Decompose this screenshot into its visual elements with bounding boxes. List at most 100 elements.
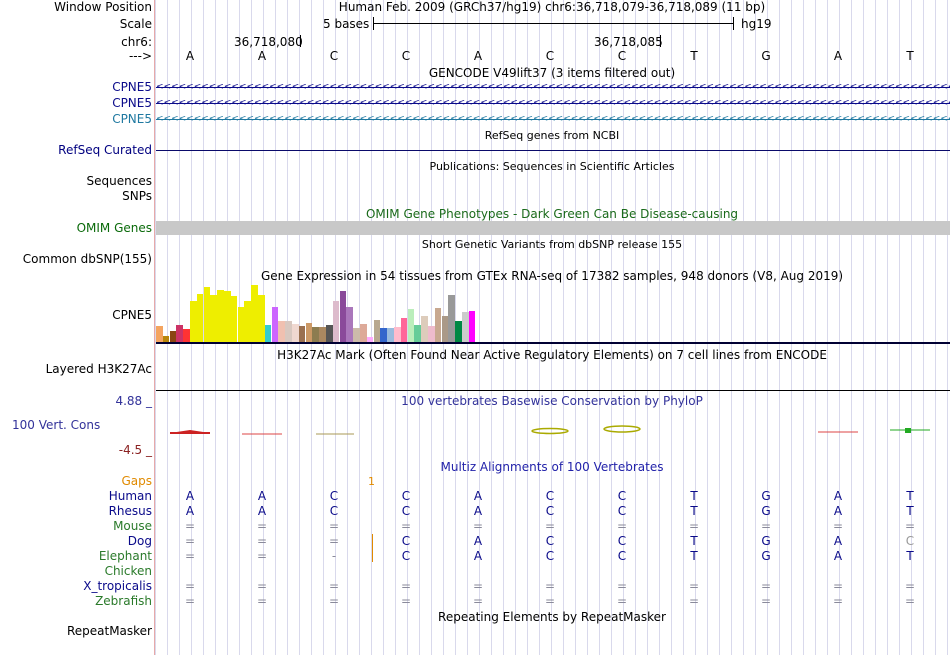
scale-bar <box>373 23 733 24</box>
multiz-species-label[interactable]: Mouse <box>113 519 152 533</box>
multiz-base: = <box>256 534 268 548</box>
multiz-base: = <box>184 519 196 533</box>
gtex-tissue-bar[interactable] <box>332 301 340 342</box>
multiz-base: A <box>185 504 195 518</box>
multiz-species-label[interactable]: X_tropicalis <box>83 579 152 593</box>
multiz-gaps-label[interactable]: Gaps <box>121 474 152 488</box>
gtex-baseline <box>156 342 950 344</box>
gencode-gene-line <box>156 119 950 120</box>
gtex-tissue-bar[interactable] <box>339 291 347 342</box>
gtex-tissue-bar[interactable] <box>462 312 469 342</box>
h3k27ac-track-label[interactable]: Layered H3K27Ac <box>45 362 152 376</box>
gtex-tissue-bar[interactable] <box>190 301 197 342</box>
gtex-tissue-bar[interactable] <box>468 311 476 342</box>
gtex-tissue-bar[interactable] <box>176 325 183 342</box>
gtex-tissue-bar[interactable] <box>407 309 415 342</box>
gtex-tissue-bar[interactable] <box>162 336 170 342</box>
gtex-tissue-bar[interactable] <box>312 327 319 342</box>
gtex-tissue-bar[interactable] <box>271 307 279 342</box>
phylop-track-label[interactable]: 100 Vert. Cons <box>12 418 101 432</box>
gtex-tissue-bar[interactable] <box>326 325 333 342</box>
multiz-base: T <box>690 504 698 518</box>
gtex-tissue-bar[interactable] <box>292 324 299 342</box>
gtex-tissue-bar[interactable] <box>196 294 204 342</box>
gtex-bar-chart[interactable] <box>156 285 556 342</box>
h3k27ac-track-title: H3K27Ac Mark (Often Found Near Active Re… <box>277 348 827 362</box>
multiz-base: = <box>904 594 916 608</box>
gtex-tissue-bar[interactable] <box>237 307 245 342</box>
gencode-item-label[interactable]: CPNE5 <box>112 96 152 110</box>
coord-tick-1 <box>300 35 301 47</box>
multiz-base: = <box>328 534 340 548</box>
gtex-tissue-bar[interactable] <box>264 325 272 342</box>
gtex-tissue-bar[interactable] <box>414 325 421 342</box>
gtex-tissue-bar[interactable] <box>224 291 231 342</box>
gtex-tissue-bar[interactable] <box>251 285 258 342</box>
gtex-tissue-bar[interactable] <box>346 307 353 342</box>
dbsnp-track-label[interactable]: Common dbSNP(155) <box>22 252 152 266</box>
multiz-base: C <box>329 489 339 503</box>
gtex-tissue-bar[interactable] <box>210 295 217 342</box>
omim-gene-bar[interactable] <box>156 221 950 235</box>
gtex-tissue-bar[interactable] <box>285 321 292 342</box>
scale-bases: 5 bases <box>323 17 370 31</box>
gtex-tissue-bar[interactable] <box>230 296 238 342</box>
gtex-tissue-bar[interactable] <box>441 316 449 342</box>
coord-tick-2 <box>660 35 661 47</box>
gtex-tissue-bar[interactable] <box>353 328 360 342</box>
gtex-tissue-bar[interactable] <box>244 301 251 342</box>
refseq-gene-line[interactable] <box>156 150 950 151</box>
gtex-tissue-bar[interactable] <box>156 326 163 342</box>
multiz-base: = <box>328 594 340 608</box>
gtex-tissue-bar[interactable] <box>360 324 367 342</box>
gtex-tissue-bar[interactable] <box>448 295 455 342</box>
gtex-tissue-bar[interactable] <box>394 327 401 342</box>
gtex-tissue-bar[interactable] <box>373 320 381 342</box>
phylop-peak-5 <box>603 425 641 433</box>
publications-snps-label[interactable]: SNPs <box>122 189 152 203</box>
scale-assembly: hg19 <box>741 17 772 31</box>
repeatmasker-track-label[interactable]: RepeatMasker <box>66 624 152 638</box>
gencode-item-label[interactable]: CPNE5 <box>112 80 152 94</box>
gtex-track-label[interactable]: CPNE5 <box>112 308 152 322</box>
gtex-tissue-bar[interactable] <box>421 316 428 342</box>
multiz-species-label[interactable]: Rhesus <box>108 504 152 518</box>
gtex-tissue-bar[interactable] <box>203 287 211 342</box>
gtex-tissue-bar[interactable] <box>258 295 265 342</box>
gtex-tissue-bar[interactable] <box>366 337 374 342</box>
multiz-base: A <box>473 534 483 548</box>
gtex-tissue-bar[interactable] <box>305 323 313 342</box>
gtex-tissue-bar[interactable] <box>387 328 394 342</box>
phylop-peak-7 <box>905 428 911 433</box>
multiz-base: = <box>184 549 196 563</box>
gtex-tissue-bar[interactable] <box>217 290 224 342</box>
multiz-species-label[interactable]: Chicken <box>104 564 152 578</box>
publications-sequences-label[interactable]: Sequences <box>86 174 152 188</box>
multiz-base: = <box>616 579 628 593</box>
multiz-species-label[interactable]: Dog <box>127 534 152 548</box>
reference-base: G <box>761 49 771 63</box>
multiz-base: = <box>400 579 412 593</box>
multiz-base: G <box>761 534 771 548</box>
gencode-item-label[interactable]: CPNE5 <box>112 112 152 126</box>
chr-label: chr6: <box>121 35 152 49</box>
multiz-species-label[interactable]: Elephant <box>98 549 152 563</box>
gtex-tissue-bar[interactable] <box>278 321 285 342</box>
refseq-track-label[interactable]: RefSeq Curated <box>58 143 152 157</box>
omim-track-label[interactable]: OMIM Genes <box>76 221 152 235</box>
gtex-tissue-bar[interactable] <box>428 326 435 342</box>
gencode-gene-line <box>156 103 950 104</box>
gtex-tissue-bar[interactable] <box>298 326 306 342</box>
multiz-species-label[interactable]: Human <box>108 489 152 503</box>
gtex-tissue-bar[interactable] <box>380 328 387 342</box>
multiz-base: T <box>690 534 698 548</box>
gtex-tissue-bar[interactable] <box>434 308 442 342</box>
phylop-graph[interactable] <box>156 410 950 450</box>
gtex-tissue-bar[interactable] <box>455 321 462 342</box>
gtex-tissue-bar[interactable] <box>183 329 190 342</box>
gtex-tissue-bar[interactable] <box>319 327 326 342</box>
multiz-species-label[interactable]: Zebrafish <box>95 594 152 608</box>
gtex-tissue-bar[interactable] <box>400 318 408 342</box>
gtex-tissue-bar[interactable] <box>169 331 177 342</box>
